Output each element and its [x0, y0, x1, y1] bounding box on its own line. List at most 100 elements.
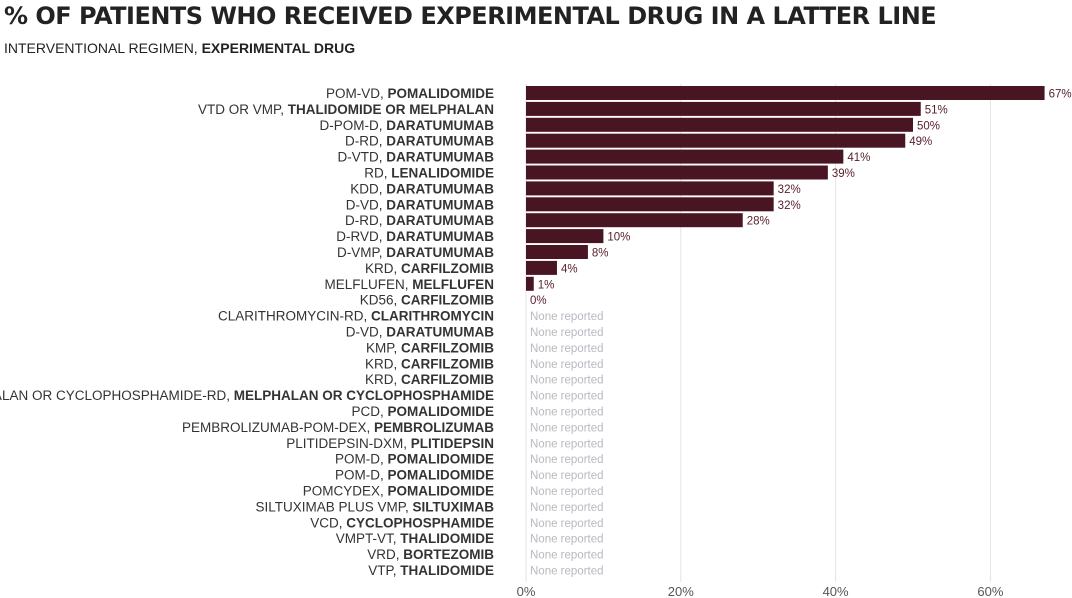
y-label: D-VD, DARATUMUMAB	[346, 325, 494, 340]
value-label: 8%	[592, 248, 609, 260]
y-label: KD56, CARFILZOMIB	[360, 293, 495, 308]
bar	[526, 229, 604, 244]
regimen-label: KRD,	[365, 261, 401, 276]
y-label: MELFLUFEN, MELFLUFEN	[324, 277, 494, 292]
drug-label: POMALIDOMIDE	[388, 404, 495, 419]
y-axis-labels: POM-VD, POMALIDOMIDE VTD OR VMP, THALIDOM…	[0, 86, 494, 578]
y-label: D-POM-D, DARATUMUMAB	[320, 118, 495, 133]
drug-label: DARATUMUMAB	[386, 197, 494, 212]
regimen-label: RD,	[364, 166, 391, 181]
none-reported-label: None reported	[530, 359, 604, 371]
regimen-label: VCD,	[310, 515, 346, 530]
y-label: D-RD, DARATUMUMAB	[345, 134, 494, 149]
bar	[526, 213, 743, 228]
drug-label: CYCLOPHOSPHAMIDE	[346, 515, 494, 530]
x-tick-label: 20%	[668, 584, 694, 598]
regimen-label: POM-D,	[335, 452, 388, 467]
regimen-label: D-VMP,	[337, 245, 386, 260]
regimen-label: KRD,	[365, 372, 401, 387]
drug-label: CARFILZOMIB	[401, 356, 494, 371]
regimen-label: VRD,	[367, 547, 403, 562]
y-label: POM-D, POMALIDOMIDE	[335, 468, 494, 483]
none-reported-label: None reported	[530, 391, 604, 403]
drug-label: DARATUMUMAB	[386, 118, 494, 133]
drug-label: THALIDOMIDE OR MELPHALAN	[288, 102, 494, 117]
y-label: POMCYDEX, POMALIDOMIDE	[303, 484, 494, 499]
value-label: 4%	[561, 263, 578, 275]
x-tick-label: 60%	[977, 584, 1003, 598]
regimen-label: VTP,	[368, 563, 400, 578]
none-reported-label: None reported	[530, 486, 604, 498]
regimen-label: SILTUXIMAB PLUS VMP,	[255, 499, 412, 514]
y-label: RD, LENALIDOMIDE	[364, 166, 494, 181]
value-label: 0%	[530, 295, 547, 307]
none-reported-label: None reported	[530, 550, 604, 562]
subtitle-regular: INTERVENTIONAL REGIMEN,	[4, 40, 202, 56]
none-reported-label: None reported	[530, 407, 604, 419]
y-label: VMPT-VT, THALIDOMIDE	[336, 531, 494, 546]
drug-label: DARATUMUMAB	[386, 245, 494, 260]
regimen-label: D-VD,	[346, 325, 387, 340]
drug-label: SILTUXIMAB	[413, 499, 495, 514]
bar	[526, 165, 828, 180]
x-tick-label: 40%	[823, 584, 849, 598]
y-label: D-VMP, DARATUMUMAB	[337, 245, 494, 260]
value-label: 32%	[778, 200, 801, 212]
drug-label: CARFILZOMIB	[401, 293, 494, 308]
y-label: VTP, THALIDOMIDE	[368, 563, 494, 578]
drug-label: DARATUMUMAB	[386, 325, 494, 340]
drug-label: DARATUMUMAB	[386, 181, 494, 196]
value-label: 39%	[832, 168, 855, 180]
regimen-label: CLARITHROMYCIN-RD,	[218, 309, 371, 324]
bar	[526, 86, 1045, 100]
regimen-label: MELPHALAN OR CYCLOPHOSPHAMIDE-RD,	[0, 388, 234, 403]
regimen-label: D-RD,	[345, 213, 386, 228]
bar	[526, 260, 557, 275]
value-label: 10%	[607, 232, 630, 244]
regimen-label: VTD OR VMP,	[198, 102, 288, 117]
regimen-label: D-RVD,	[336, 229, 386, 244]
value-label: 51%	[925, 104, 948, 116]
value-label: 49%	[909, 136, 932, 148]
drug-label: MELFLUFEN	[412, 277, 494, 292]
regimen-label: D-RD,	[345, 134, 386, 149]
regimen-label: POMCYDEX,	[303, 484, 388, 499]
regimen-label: KD56,	[360, 293, 401, 308]
bar	[526, 245, 588, 259]
drug-label: MELPHALAN OR CYCLOPHOSPHAMIDE	[234, 388, 494, 403]
drug-label: PEMBROLIZUMAB	[374, 420, 494, 435]
y-label: KRD, CARFILZOMIB	[365, 261, 494, 276]
none-reported-label: None reported	[530, 327, 604, 339]
regimen-label: MELFLUFEN,	[324, 277, 412, 292]
drug-label: CARFILZOMIB	[401, 340, 494, 355]
drug-label: CLARITHROMYCIN	[371, 309, 494, 324]
drug-label: BORTEZOMIB	[403, 547, 494, 562]
regimen-label: POM-VD,	[326, 86, 388, 101]
value-label: 50%	[917, 120, 940, 132]
y-label: MELPHALAN OR CYCLOPHOSPHAMIDE-RD, MELPHA…	[0, 388, 494, 403]
y-label: D-RVD, DARATUMUMAB	[336, 229, 494, 244]
none-reported-label: None reported	[530, 534, 604, 546]
drug-label: DARATUMUMAB	[386, 213, 494, 228]
none-reported-label: None reported	[530, 311, 604, 323]
y-label: VCD, CYCLOPHOSPHAMIDE	[310, 515, 494, 530]
regimen-label: PCD,	[351, 404, 387, 419]
regimen-label: D-POM-D,	[320, 118, 387, 133]
regimen-label: POM-D,	[335, 468, 388, 483]
value-label: 28%	[747, 216, 770, 228]
x-axis-ticks: 0% 20% 40% 60%	[517, 584, 1004, 598]
bars	[526, 86, 1045, 291]
regimen-label: D-VTD,	[338, 150, 387, 165]
bar	[526, 181, 774, 196]
drug-label: DARATUMUMAB	[386, 150, 494, 165]
drug-label: PLITIDEPSIN	[411, 436, 494, 451]
y-label: KRD, CARFILZOMIB	[365, 356, 494, 371]
chart-subtitle: INTERVENTIONAL REGIMEN, EXPERIMENTAL DRU…	[4, 40, 355, 56]
regimen-label: PEMBROLIZUMAB-POM-DEX,	[182, 420, 374, 435]
regimen-label: KRD,	[365, 356, 401, 371]
subtitle-bold: EXPERIMENTAL DRUG	[201, 40, 356, 56]
y-label: CLARITHROMYCIN-RD, CLARITHROMYCIN	[218, 309, 494, 324]
none-reported-label: None reported	[530, 502, 604, 514]
drug-label: CARFILZOMIB	[401, 372, 494, 387]
